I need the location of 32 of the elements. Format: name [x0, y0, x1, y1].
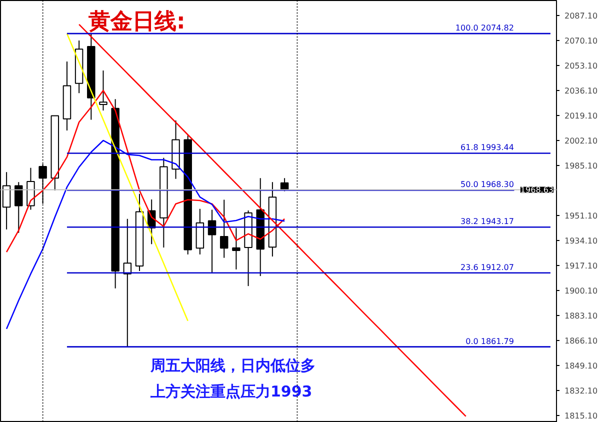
y-tick-label: 2070.10 — [564, 36, 598, 46]
y-tick-label: 1849.10 — [564, 361, 598, 370]
annotation: 0.0 1861.79 — [466, 336, 514, 346]
chart-title: 黄金日线: — [88, 10, 186, 34]
candlestick — [232, 228, 240, 270]
annotation: 61.8 1993.44 — [460, 143, 514, 152]
line-series — [66, 32, 188, 322]
y-tick-label: 2053.10 — [564, 61, 598, 70]
y-tick-label: 1832.10 — [564, 386, 598, 396]
annotation: 38.2 1943.17 — [460, 217, 514, 226]
y-tick-label: 1866.10 — [564, 336, 598, 346]
line-series — [6, 140, 286, 330]
y-tick-label: 1883.10 — [564, 311, 598, 320]
annotation: 23.6 1912.07 — [460, 262, 514, 272]
y-tick-label: 2002.10 — [564, 136, 598, 146]
annotation: 周五大阳线，日内低位多 — [150, 356, 316, 374]
y-tick-label: 2087.10 — [564, 12, 598, 20]
y-tick-label: 1917.10 — [564, 261, 598, 270]
annotation: 100.0 2074.82 — [455, 24, 514, 33]
y-tick-label: 2019.10 — [564, 111, 598, 120]
candlestick — [99, 70, 108, 111]
candlestick — [220, 199, 228, 258]
ref-line-label: 1968.63 — [520, 186, 554, 195]
y-tick-label: 1900.10 — [564, 286, 598, 296]
y-tick-label: 2036.10 — [564, 86, 598, 96]
y-tick-label: 1815.10 — [564, 411, 598, 420]
y-tick-label: 1985.10 — [564, 161, 598, 170]
candlestick — [14, 182, 23, 234]
y-tick-label: 1934.10 — [564, 236, 598, 246]
annotation: 50.0 1968.30 — [460, 180, 514, 190]
y-tick-label: 1951.10 — [564, 211, 598, 220]
annotation: 上方关注重点压力1993 — [150, 382, 312, 400]
